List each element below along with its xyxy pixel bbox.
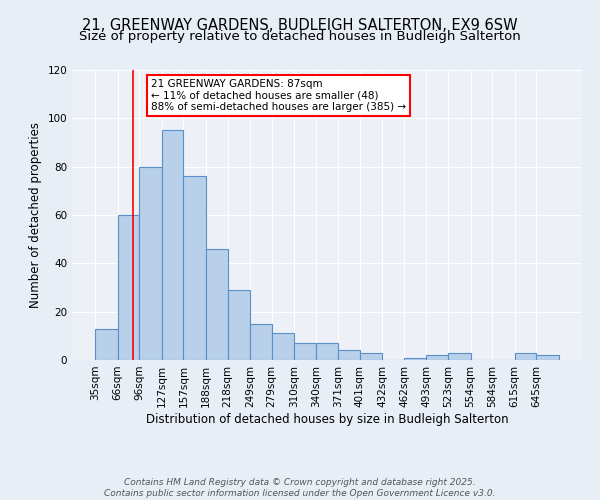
Bar — [404, 358, 427, 360]
Bar — [139, 166, 162, 360]
Bar — [227, 290, 250, 360]
Bar — [536, 355, 559, 360]
Text: Contains HM Land Registry data © Crown copyright and database right 2025.
Contai: Contains HM Land Registry data © Crown c… — [104, 478, 496, 498]
Bar — [272, 334, 294, 360]
Bar — [338, 350, 360, 360]
Text: 21 GREENWAY GARDENS: 87sqm
← 11% of detached houses are smaller (48)
88% of semi: 21 GREENWAY GARDENS: 87sqm ← 11% of deta… — [151, 78, 406, 112]
Bar — [294, 343, 316, 360]
X-axis label: Distribution of detached houses by size in Budleigh Salterton: Distribution of detached houses by size … — [146, 412, 508, 426]
Bar — [360, 353, 382, 360]
Bar — [316, 343, 338, 360]
Bar — [95, 328, 118, 360]
Bar — [206, 249, 227, 360]
Bar — [162, 130, 184, 360]
Bar — [448, 353, 470, 360]
Bar — [515, 353, 536, 360]
Y-axis label: Number of detached properties: Number of detached properties — [29, 122, 42, 308]
Bar — [118, 215, 139, 360]
Bar — [250, 324, 272, 360]
Text: 21, GREENWAY GARDENS, BUDLEIGH SALTERTON, EX9 6SW: 21, GREENWAY GARDENS, BUDLEIGH SALTERTON… — [82, 18, 518, 32]
Bar — [184, 176, 206, 360]
Bar — [427, 355, 448, 360]
Text: Size of property relative to detached houses in Budleigh Salterton: Size of property relative to detached ho… — [79, 30, 521, 43]
